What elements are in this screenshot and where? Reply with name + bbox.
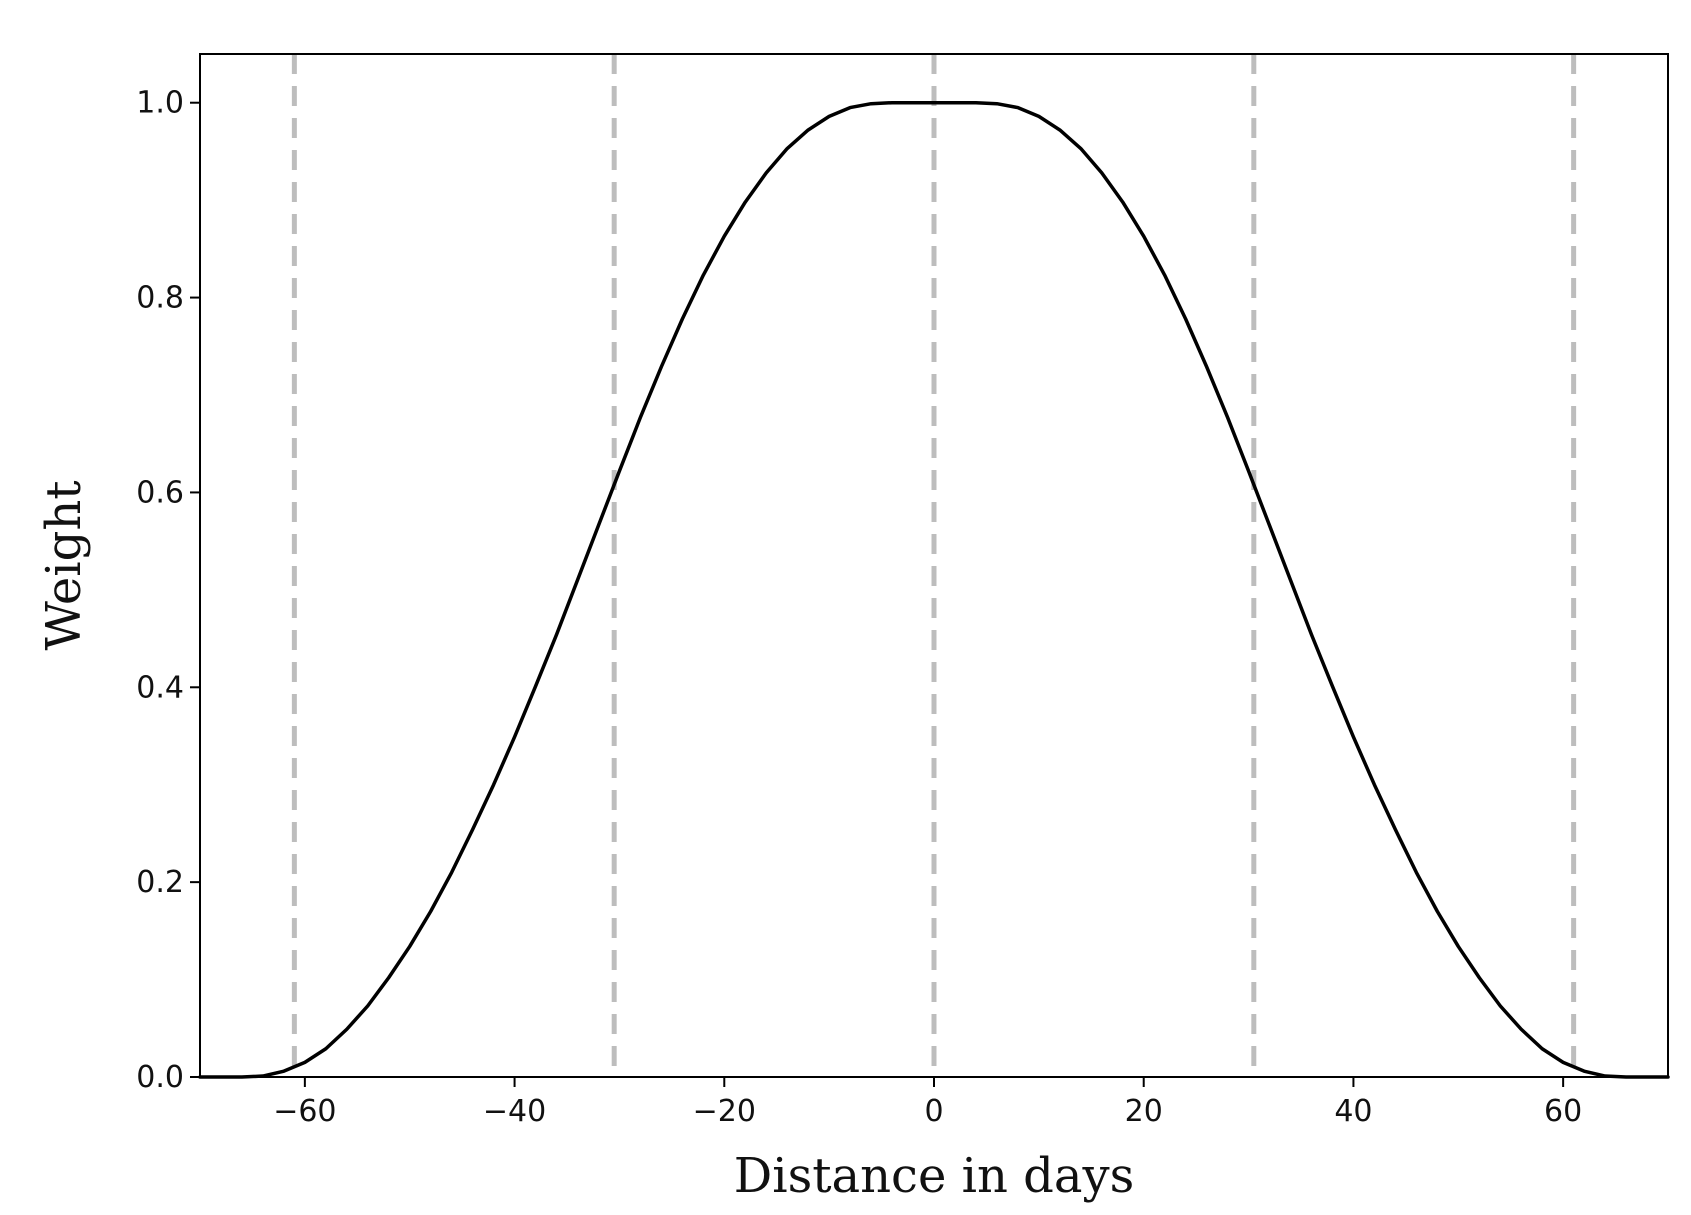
x-tick-label: −60 — [273, 1094, 336, 1129]
y-tick-label: 0.0 — [136, 1060, 184, 1095]
y-tick-label: 0.6 — [136, 475, 184, 510]
x-tick-label: 40 — [1334, 1094, 1372, 1129]
x-tick-label: −40 — [483, 1094, 546, 1129]
series-line-0 — [198, 100, 1670, 1079]
y-tick-label: 1.0 — [136, 86, 184, 121]
reference-lines — [291, 54, 1577, 1077]
series-layer — [198, 100, 1670, 1079]
y-axis-label: Weight — [36, 480, 92, 650]
x-tick-label: −20 — [693, 1094, 756, 1129]
x-tick-label: 0 — [924, 1094, 943, 1129]
x-tick-label: 60 — [1544, 1094, 1582, 1129]
x-axis-ticks: −60 −40 −20 0 20 40 60 — [273, 1077, 1582, 1129]
y-axis-ticks: 0.0 0.2 0.4 0.6 0.8 1.0 — [136, 86, 200, 1095]
x-tick-label: 20 — [1125, 1094, 1163, 1129]
y-tick-label: 0.2 — [136, 865, 184, 900]
axes: −60 −40 −20 0 20 40 60 0.0 0.2 0.4 0.6 0.8 1.0 — [136, 53, 1669, 1129]
y-tick-label: 0.4 — [136, 670, 184, 705]
x-axis-label: Distance in days — [734, 1148, 1134, 1204]
y-tick-label: 0.8 — [136, 281, 184, 316]
